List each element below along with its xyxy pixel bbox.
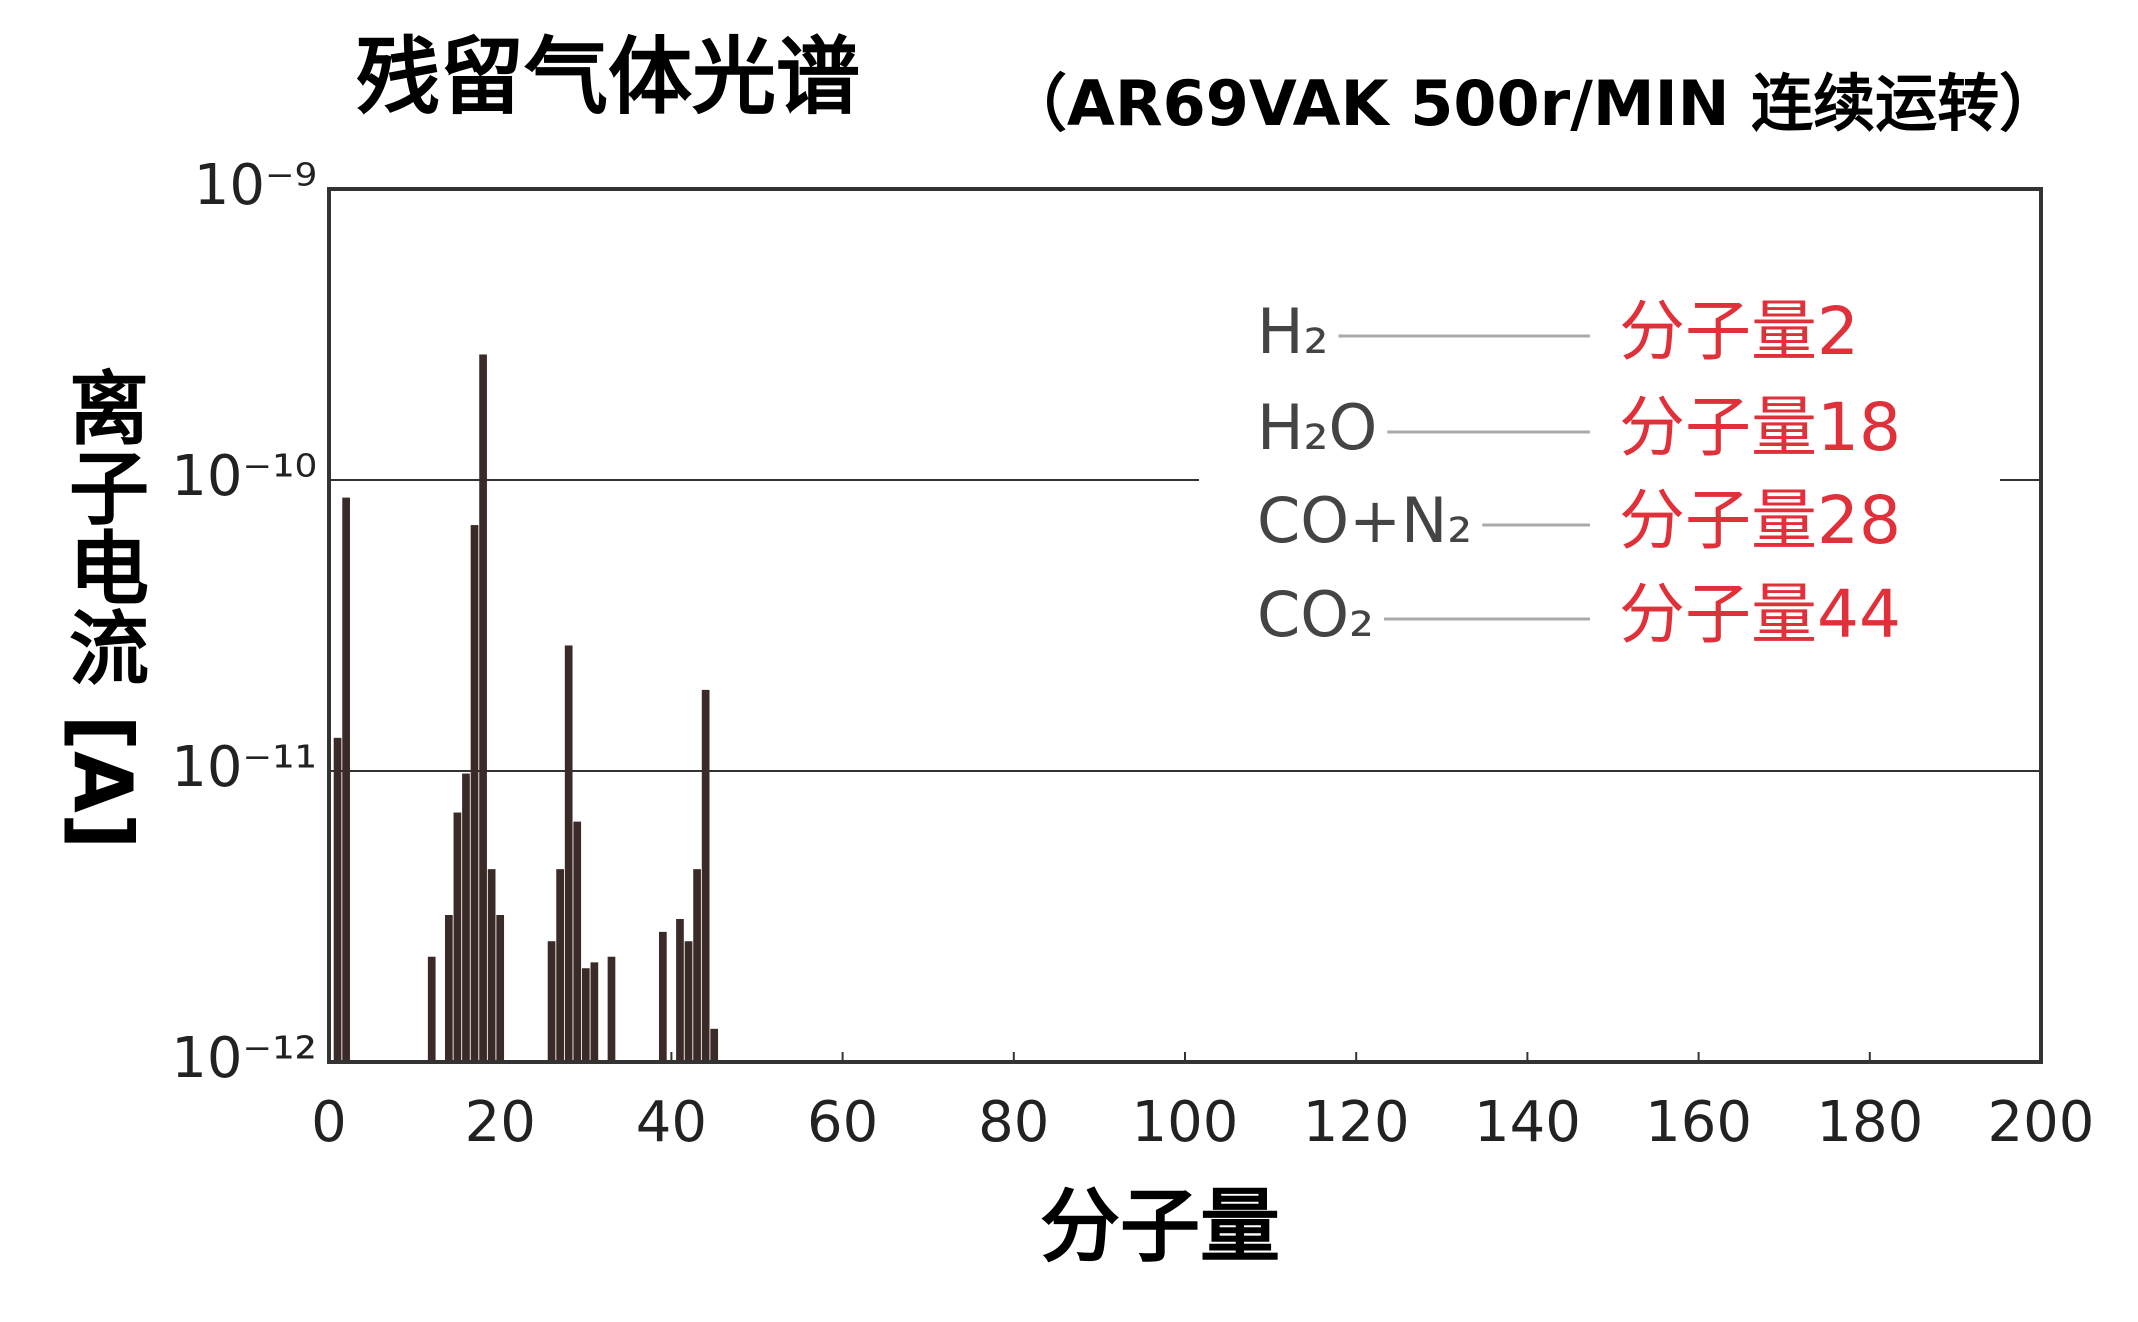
- x-tick-label: 20: [465, 1090, 536, 1155]
- x-tick-label: 100: [1132, 1090, 1239, 1155]
- bar: [564, 645, 573, 1062]
- annotation-label: CO₂: [1257, 578, 1374, 651]
- bar: [684, 941, 693, 1062]
- bar: [676, 919, 684, 1062]
- bar: [693, 869, 701, 1062]
- y-tick-label: 10⁻⁹: [194, 153, 317, 218]
- x-tick-label: 160: [1645, 1090, 1752, 1155]
- x-tick-label: 180: [1816, 1090, 1923, 1155]
- bar: [342, 497, 350, 1063]
- bar: [556, 869, 564, 1062]
- bar: [427, 956, 436, 1062]
- bar: [710, 1028, 719, 1062]
- y-tick-label: 10⁻¹¹: [171, 735, 317, 800]
- annotation-label: CO+N₂: [1257, 484, 1472, 557]
- x-tick-label: 200: [1988, 1090, 2095, 1155]
- bar: [573, 821, 582, 1062]
- bar: [590, 962, 599, 1062]
- bar: [496, 915, 505, 1062]
- annotation-text: 分子量28: [1619, 482, 1901, 559]
- x-tick-label: 80: [978, 1090, 1049, 1155]
- bar: [658, 931, 667, 1062]
- x-tick-label: 0: [311, 1090, 347, 1155]
- annotation-label: H₂O: [1257, 391, 1377, 464]
- annotation-text: 分子量18: [1619, 389, 1901, 466]
- bar: [581, 968, 590, 1062]
- bar: [479, 354, 487, 1062]
- bar: [607, 956, 616, 1062]
- bar: [701, 689, 710, 1062]
- x-tick-label: 120: [1303, 1090, 1410, 1155]
- plot-frame: [327, 187, 2043, 1064]
- bar: [444, 915, 453, 1062]
- y-tick-label: 10⁻¹²: [171, 1026, 317, 1091]
- bar: [462, 773, 470, 1062]
- x-tick-label: 60: [807, 1090, 878, 1155]
- annotation-label: H₂: [1257, 295, 1328, 368]
- annotation-text: 分子量44: [1619, 576, 1901, 653]
- y-tick-label: 10⁻¹⁰: [171, 444, 317, 509]
- y-axis-label: 离子电流 [A]: [56, 367, 149, 850]
- bar: [470, 525, 479, 1062]
- legend-background: [1199, 292, 2000, 662]
- bar: [547, 941, 556, 1062]
- x-tick-label: 140: [1474, 1090, 1581, 1155]
- x-tick-label: 40: [636, 1090, 707, 1155]
- chart-subtitle: （AR69VAK 500r/MIN 连续运转）: [1005, 67, 2061, 140]
- chart-title: 残留气体光谱: [356, 28, 860, 126]
- bar: [487, 869, 496, 1062]
- bar: [333, 737, 342, 1062]
- annotation-text: 分子量2: [1619, 293, 1859, 370]
- x-axis-label: 分子量: [1040, 1180, 1280, 1273]
- bar: [453, 812, 462, 1062]
